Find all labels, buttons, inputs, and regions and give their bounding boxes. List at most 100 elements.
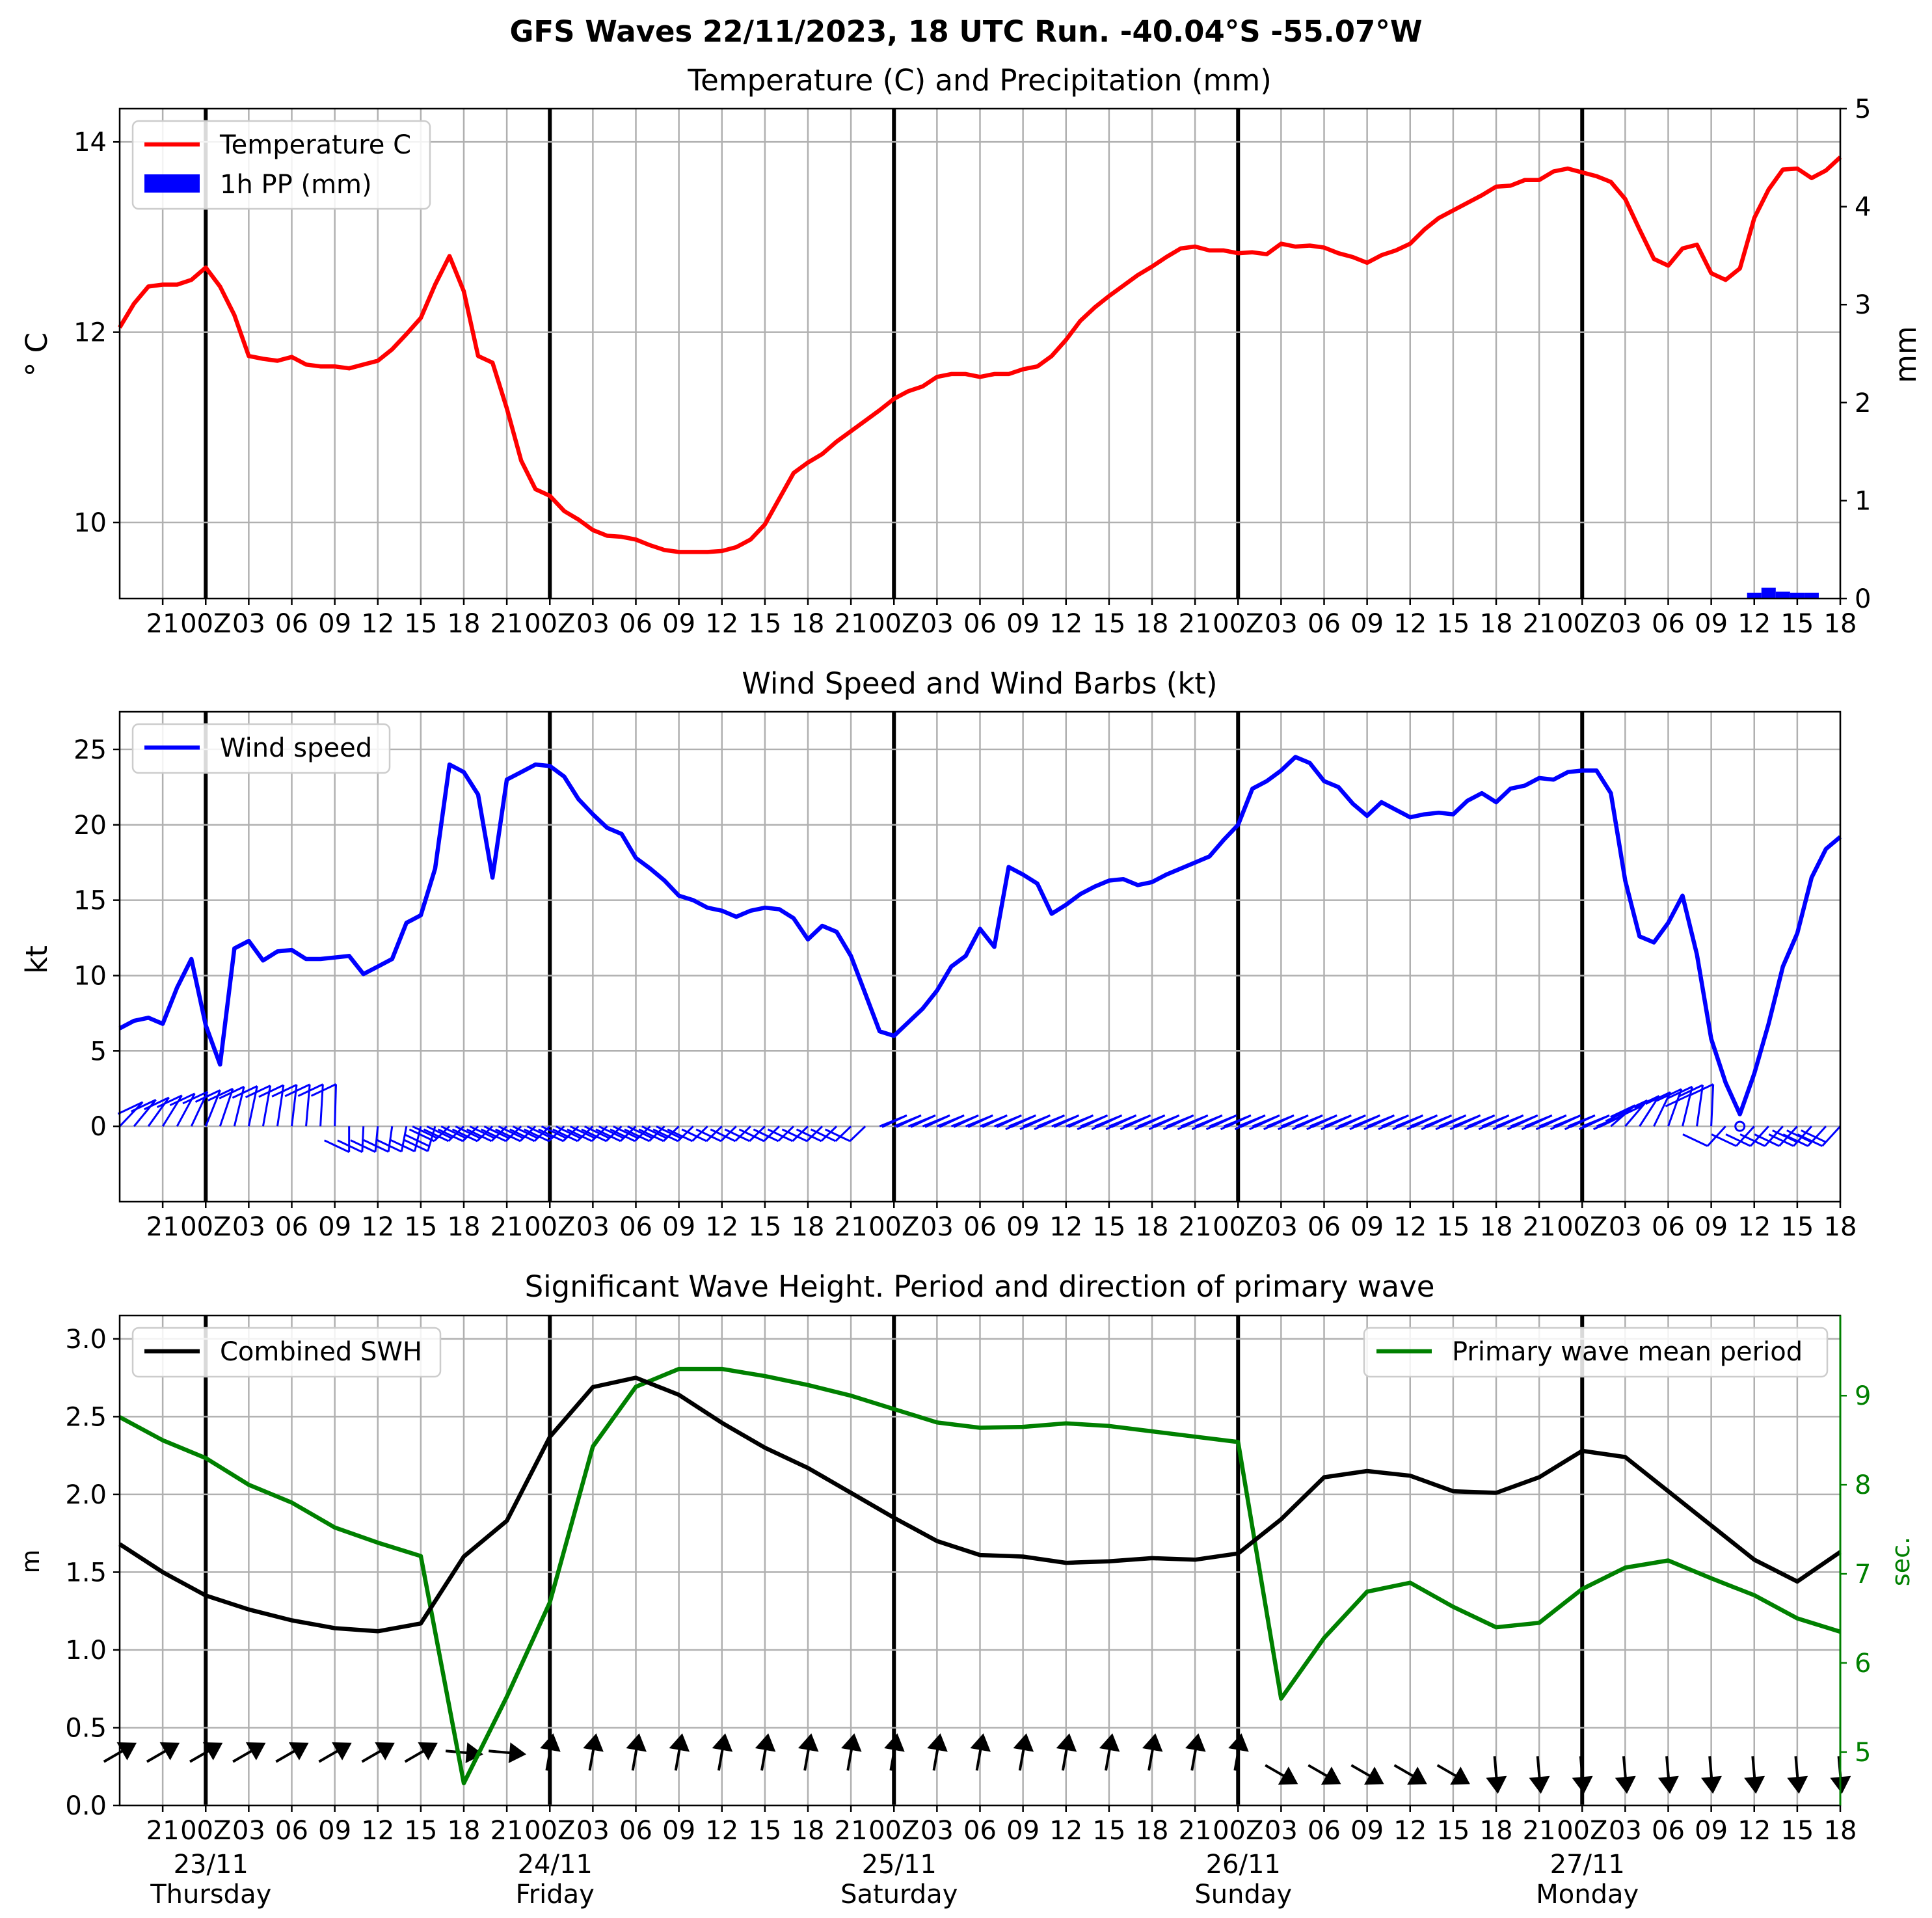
wind-barb-flag	[512, 1125, 539, 1139]
x-tick-label: 09	[662, 1816, 695, 1846]
x-tick-label: 03	[1265, 609, 1298, 639]
wind-barb-flag	[695, 1128, 721, 1142]
y-right-tick-label: 3	[1855, 290, 1871, 320]
wave-direction-arrow	[669, 1733, 690, 1771]
x-tick-label: 09	[662, 1212, 695, 1242]
wind-barb-flag	[466, 1128, 492, 1142]
x-tick-label: 21	[1179, 609, 1212, 639]
wind-barb	[374, 1126, 379, 1152]
panel2-grid	[120, 712, 1842, 1202]
panel3-ylabel: m	[16, 1549, 45, 1573]
wind-barb-flag	[652, 1128, 678, 1142]
panel3-legend-left: Combined SWH	[131, 1327, 442, 1378]
panel2-ylabel: kt	[20, 945, 54, 974]
x-tick-label: 21	[1523, 1212, 1556, 1242]
wind-barb-flag	[404, 1133, 430, 1148]
wave-direction-arrow	[404, 1742, 438, 1763]
wind-barb-flag	[638, 1128, 664, 1142]
wind-barb-flag	[1593, 1116, 1619, 1131]
wave-direction-arrow	[361, 1742, 395, 1763]
precip-bar	[1804, 592, 1819, 599]
wind-barb-flag	[1492, 1116, 1519, 1131]
wind-barb-flag	[1053, 1114, 1080, 1128]
x-tick-label: 09	[318, 1816, 351, 1846]
wave-direction-arrow	[232, 1742, 266, 1763]
panel3-ylabel-right: sec.	[1886, 1537, 1915, 1586]
wind-barb-flag	[738, 1128, 764, 1142]
y-right-tick-label: 1	[1855, 486, 1871, 516]
wind-barb-flag	[426, 1125, 452, 1139]
legend-wind: Wind speed	[220, 733, 372, 763]
wind-barb-flag	[1645, 1091, 1671, 1105]
wind-barb-flag	[1019, 1116, 1045, 1131]
wind-barb-calm	[1734, 1120, 1746, 1132]
wind-barb-flag	[144, 1096, 170, 1111]
x-tick-label: 06	[275, 1212, 308, 1242]
x-tick-label: 18	[448, 1816, 481, 1846]
panel3-grid	[120, 1316, 1842, 1807]
wind-barb-flag	[598, 1125, 624, 1139]
x-tick-label: 09	[1350, 1212, 1384, 1242]
x-tick-label: 03	[1609, 1212, 1642, 1242]
wave-direction-arrow	[1308, 1764, 1341, 1785]
x-tick-label: 18	[1136, 1816, 1169, 1846]
wind-barb-flag	[451, 1128, 478, 1142]
date-label: 25/11	[862, 1850, 937, 1880]
wind-barb-flag	[182, 1090, 208, 1105]
wind-barb-flag	[1725, 1133, 1751, 1147]
wind-barb	[387, 1126, 394, 1152]
wave-direction-arrow	[1486, 1756, 1507, 1794]
x-tick-label: 18	[792, 1816, 825, 1846]
panel2-ticks: 21 00Z 03 06 09 12 15 18 21 00Z 03 06 09 12 15 18 21 00Z 0…	[74, 735, 1857, 1242]
x-tick-label: 18	[792, 1212, 825, 1242]
wave-direction-arrows	[103, 1733, 1851, 1794]
wind-barb	[1821, 1126, 1842, 1147]
x-tick-label: 06	[1308, 1816, 1341, 1846]
wind-barb	[1710, 1084, 1715, 1127]
y-tick-label: 0.5	[65, 1713, 107, 1743]
x-tick-label: 06	[963, 1816, 997, 1846]
wind-barb-flag	[483, 1125, 509, 1139]
precip-bar	[1790, 592, 1805, 599]
y-right-tick-label: 4	[1855, 193, 1871, 223]
date-label: 26/11	[1206, 1850, 1281, 1880]
x-tick-label: 15	[1780, 1816, 1814, 1846]
wind-barb-flag	[1801, 1129, 1827, 1143]
x-tick-label: 15	[1780, 609, 1814, 639]
x-tick-label: 06	[619, 609, 652, 639]
wind-barb-flag	[1478, 1116, 1504, 1131]
wind-barb-flag	[1564, 1116, 1590, 1131]
wind-barb-flag	[1711, 1133, 1737, 1147]
wave-direction-arrow	[189, 1742, 223, 1763]
panel3-legend-right: Primary wave mean period	[1363, 1327, 1829, 1378]
wind-barb-flag	[667, 1128, 693, 1142]
wind-barb-flag	[1768, 1133, 1794, 1147]
wave-direction-arrow	[1099, 1733, 1120, 1771]
wave-panel: Significant Wave Height. Period and dire…	[16, 1269, 1915, 1910]
temperature-precip-panel: Temperature (C) and Precipitation (mm) 2…	[20, 63, 1923, 639]
x-tick-label: 09	[318, 1212, 351, 1242]
precip-bar	[1775, 591, 1790, 599]
x-tick-label: 12	[705, 1816, 738, 1846]
x-tick-label: 00Z	[180, 609, 231, 639]
wind-barb-flag	[1349, 1116, 1375, 1131]
x-tick-label: 15	[748, 609, 781, 639]
wind-barb-flag	[1786, 1129, 1812, 1143]
wind-barb-flag	[1077, 1116, 1103, 1131]
y-right-tick-label: 0	[1855, 584, 1871, 614]
wind-barb-flag	[423, 1128, 449, 1142]
period-line	[118, 1366, 1841, 1786]
wind-barb-flag	[219, 1085, 245, 1100]
wind-barb-flag	[1378, 1116, 1404, 1131]
wind-barb-flag	[1335, 1116, 1361, 1131]
x-tick-label: 21	[1523, 1816, 1556, 1846]
wind-barb-flag	[910, 1114, 936, 1128]
y-tick-label: 1.5	[65, 1558, 107, 1587]
x-tick-label: 09	[1350, 1816, 1384, 1846]
x-tick-label: 21	[835, 609, 868, 639]
y-tick-label: 12	[74, 318, 107, 348]
wind-barb	[133, 1099, 157, 1128]
weekday-label: Monday	[1536, 1880, 1639, 1910]
x-tick-label: 21	[146, 1816, 180, 1846]
x-tick-label: 06	[1652, 1212, 1685, 1242]
